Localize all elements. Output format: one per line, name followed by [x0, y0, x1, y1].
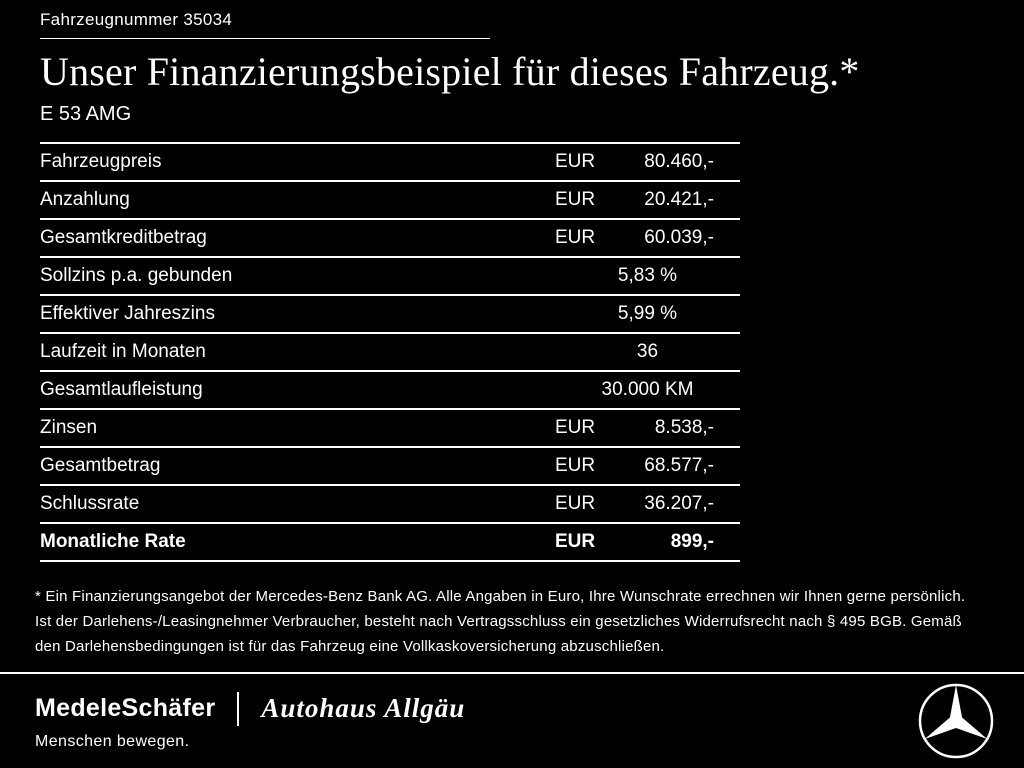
dealer-tagline: Menschen bewegen.: [35, 732, 190, 750]
row-label: Sollzins p.a. gebunden: [40, 265, 233, 286]
dealer-logo-medele-schaefer: MedeleSchäfer: [35, 694, 216, 722]
financing-table: Fahrzeugpreis EUR 80.460,- Anzahlung EUR…: [40, 142, 740, 562]
vehicle-model-label: E 53 AMG: [40, 103, 132, 125]
row-value: 5,99 %: [617, 303, 678, 324]
row-value-area: EUR 20.421,-: [555, 189, 740, 211]
row-label: Anzahlung: [40, 189, 130, 210]
row-value-area: 30.000 KM: [555, 379, 740, 401]
row-label: Gesamtlaufleistung: [40, 379, 203, 400]
row-value: 8.538,-: [654, 417, 714, 438]
row-label: Gesamtkreditbetrag: [40, 227, 207, 248]
row-label: Monatliche Rate: [40, 531, 186, 552]
row-value-area: EUR 8.538,-: [555, 417, 740, 439]
footnote-text: * Ein Finanzierungsangebot der Mercedes-…: [35, 588, 966, 655]
row-currency: EUR: [555, 531, 596, 552]
row-label: Schlussrate: [40, 493, 140, 514]
row-currency: EUR: [555, 189, 596, 210]
row-value: 60.039,-: [644, 227, 714, 248]
row-currency: EUR: [555, 455, 596, 476]
row-value: 30.000 KM: [601, 379, 694, 400]
row-label: Fahrzeugpreis: [40, 151, 162, 172]
table-row: Laufzeit in Monaten 36: [40, 332, 740, 370]
mercedes-star-icon: [918, 683, 994, 759]
row-value-area: EUR 36.207,-: [555, 493, 740, 515]
table-row: Monatliche Rate EUR 899,-: [40, 522, 740, 560]
row-value-area: EUR 899,-: [555, 531, 740, 553]
row-value-area: 5,99 %: [555, 303, 740, 325]
row-label: Laufzeit in Monaten: [40, 341, 206, 362]
row-value: 20.421,-: [644, 189, 714, 210]
row-currency: EUR: [555, 227, 596, 248]
table-row: Sollzins p.a. gebunden 5,83 %: [40, 256, 740, 294]
table-row: Anzahlung EUR 20.421,-: [40, 180, 740, 218]
page-header: Fahrzeugnummer 35034 Unser Finanzierungs…: [0, 0, 1024, 126]
row-label: Gesamtbetrag: [40, 455, 161, 476]
dealer-logos: MedeleSchäfer Autohaus Allgäu: [35, 691, 466, 726]
row-currency: EUR: [555, 493, 596, 514]
table-row: Effektiver Jahreszins 5,99 %: [40, 294, 740, 332]
page-footer: MedeleSchäfer Autohaus Allgäu Menschen b…: [0, 672, 1024, 768]
row-label: Zinsen: [40, 417, 98, 438]
table-row: Fahrzeugpreis EUR 80.460,-: [40, 142, 740, 180]
row-value-area: 5,83 %: [555, 265, 740, 287]
row-value: 899,-: [670, 531, 714, 552]
row-value-area: 36: [555, 341, 740, 363]
page-title: Unser Finanzierungsbeispiel für dieses F…: [40, 49, 860, 94]
table-row: Gesamtkreditbetrag EUR 60.039,-: [40, 218, 740, 256]
dealer-branding: MedeleSchäfer Autohaus Allgäu Menschen b…: [35, 691, 466, 751]
logo-divider: [237, 691, 240, 726]
row-value: 36.207,-: [644, 493, 714, 514]
table-row: Schlussrate EUR 36.207,-: [40, 484, 740, 522]
row-value: 5,83 %: [617, 265, 678, 286]
row-value: 36: [636, 341, 659, 362]
table-row: Gesamtlaufleistung 30.000 KM: [40, 370, 740, 408]
vehicle-number-label: Fahrzeugnummer 35034: [40, 10, 490, 39]
row-value-area: EUR 60.039,-: [555, 227, 740, 249]
table-row: Zinsen EUR 8.538,-: [40, 408, 740, 446]
row-value: 68.577,-: [644, 455, 714, 476]
row-currency: EUR: [555, 151, 596, 172]
row-value: 80.460,-: [644, 151, 714, 172]
row-currency: EUR: [555, 417, 596, 438]
row-value-area: EUR 80.460,-: [555, 151, 740, 173]
row-value-area: EUR 68.577,-: [555, 455, 740, 477]
row-label: Effektiver Jahreszins: [40, 303, 215, 324]
table-row: Gesamtbetrag EUR 68.577,-: [40, 446, 740, 484]
dealer-logo-autohaus-allgaeu: Autohaus Allgäu: [261, 693, 466, 723]
